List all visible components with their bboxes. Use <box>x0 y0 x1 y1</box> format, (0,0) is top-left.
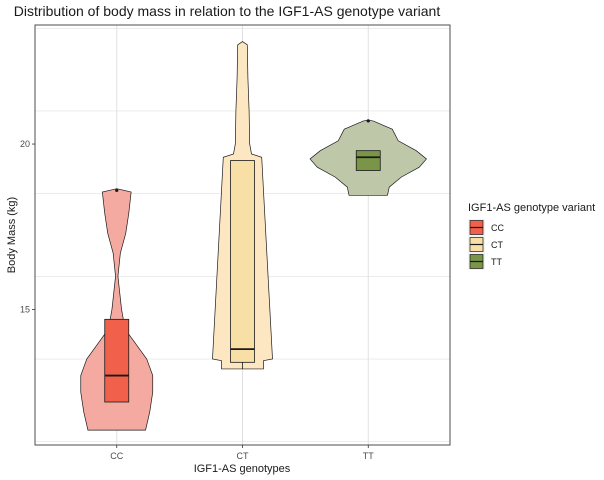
legend-key-ct <box>468 236 485 253</box>
x-tick-label: TT <box>363 451 374 461</box>
x-axis-title: IGF1-AS genotypes <box>194 463 291 475</box>
plot-area <box>35 25 450 445</box>
y-axis-title: Body Mass (kg) <box>6 197 18 273</box>
chart-title: Distribution of body mass in relation to… <box>14 3 441 19</box>
x-tick-label: CT <box>237 451 249 461</box>
violin-cc <box>80 188 154 431</box>
legend-label-tt: TT <box>491 257 502 267</box>
outlier-point <box>366 119 370 123</box>
legend-label-cc: CC <box>491 223 504 233</box>
legend-title: IGF1-AS genotype variant <box>468 202 595 214</box>
legend-key-tt <box>468 253 485 270</box>
legend: IGF1-AS genotype variant CC CT TT <box>468 202 595 270</box>
x-axis: CC CT TT <box>110 445 374 461</box>
y-tick-label: 15 <box>20 304 30 314</box>
legend-label-ct: CT <box>491 240 503 250</box>
violin-group-ct <box>212 41 273 370</box>
legend-key-cc <box>468 219 485 236</box>
outlier-point <box>115 188 119 192</box>
y-tick-label: 20 <box>20 139 30 149</box>
box-cc <box>104 318 130 403</box>
violin-group-cc <box>80 188 154 431</box>
x-tick-label: CC <box>110 451 123 461</box>
box-tt <box>355 150 381 171</box>
box-ct <box>230 160 255 363</box>
violin-group-tt <box>309 119 427 196</box>
